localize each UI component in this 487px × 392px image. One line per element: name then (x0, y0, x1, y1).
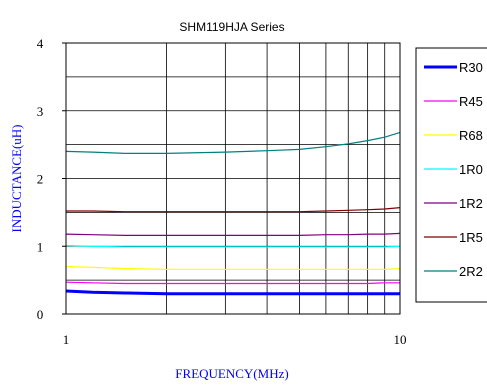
legend-box (415, 47, 487, 303)
y-tick-label: 2 (37, 172, 44, 187)
legend: R30 R45 R68 1R0 1R2 1R5 2R2 (415, 47, 487, 303)
x-tick-label: 10 (394, 332, 407, 347)
series-line-r68 (65, 266, 401, 270)
legend-label-r30: R30 (459, 60, 483, 75)
y-tick-label: 1 (37, 239, 44, 254)
y-tick-label: 3 (37, 104, 44, 119)
legend-label-1r2: 1R2 (459, 196, 483, 211)
y-axis-label: INDUCTANCE(uH) (9, 125, 24, 233)
series-line-r30 (65, 289, 400, 296)
legend-label-2r2: 2R2 (459, 264, 483, 279)
y-tick-label: 0 (37, 307, 44, 322)
x-axis-label: FREQUENCY(MHz) (175, 366, 288, 381)
grid (66, 43, 400, 314)
series-line-2r2 (65, 131, 401, 154)
legend-label-1r0: 1R0 (459, 162, 483, 177)
series-line-r45 (65, 281, 400, 285)
plot-series (65, 131, 401, 296)
y-tick-label: 4 (37, 36, 44, 51)
series-line-1r0 (65, 245, 401, 248)
chart-title: SHM119HJA Series (179, 20, 284, 34)
legend-label-r45: R45 (459, 94, 483, 109)
series-line-1r2 (65, 232, 401, 236)
x-tick-label: 1 (63, 332, 70, 347)
axis-ticks: 0 1 2 3 4 1 10 (37, 36, 407, 347)
legend-label-1r5: 1R5 (459, 230, 483, 245)
legend-label-r68: R68 (459, 128, 483, 143)
series-line-1r5 (66, 207, 401, 213)
